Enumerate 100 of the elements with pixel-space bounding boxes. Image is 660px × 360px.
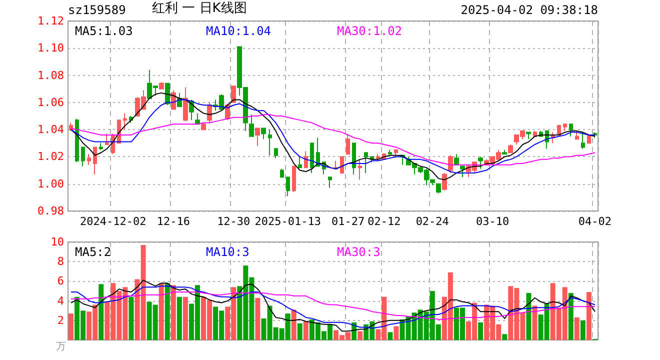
bar xyxy=(176,296,182,340)
candlestick xyxy=(261,128,266,140)
candlestick xyxy=(448,154,453,174)
x-tick-label: 12-16 xyxy=(156,215,190,228)
bar xyxy=(568,292,574,340)
text: MA30:3 xyxy=(337,245,380,259)
candlestick xyxy=(255,128,260,146)
bar xyxy=(68,314,74,340)
candlestick xyxy=(105,133,109,145)
text: MA10:1.04 xyxy=(206,24,272,38)
y-axis-title: 万 xyxy=(56,342,66,352)
bar xyxy=(170,285,176,340)
y-tick-label: 1.06 xyxy=(38,96,64,109)
candlestick xyxy=(75,118,79,163)
candlestick xyxy=(581,132,585,150)
candlestick xyxy=(436,183,441,194)
text: MA5:1.03 xyxy=(75,24,133,38)
bar xyxy=(128,296,134,340)
candlestick xyxy=(454,154,459,166)
text: MA5:2 xyxy=(75,245,112,259)
y-tick-label: 0.98 xyxy=(38,204,64,218)
line-series xyxy=(70,92,596,180)
x-tick-label: 12-30 xyxy=(217,215,250,228)
text: MA30:1.02 xyxy=(337,24,402,38)
y-tick-label: 8 xyxy=(57,255,64,268)
candlestick xyxy=(388,149,392,154)
y-tick-label: 6 xyxy=(57,274,64,288)
bar xyxy=(182,296,188,340)
candlestick xyxy=(346,134,350,154)
line-series xyxy=(70,286,596,329)
y-tick-label: 1.08 xyxy=(38,68,64,82)
y-tick-label: 1.12 xyxy=(38,14,64,28)
candlestick xyxy=(286,176,290,197)
candlestick xyxy=(183,87,188,122)
candlestick xyxy=(563,124,567,132)
bar xyxy=(586,292,592,340)
x-tick-label: 02-12 xyxy=(368,215,401,228)
candlestick xyxy=(394,149,398,158)
candlestick xyxy=(99,142,103,150)
bar xyxy=(297,323,302,340)
candlestick xyxy=(593,132,597,138)
x-tick-label: 2025-01-13 xyxy=(254,215,321,228)
candlestick xyxy=(575,130,579,140)
candlestick xyxy=(508,144,513,154)
candlestick xyxy=(292,166,296,192)
candlestick xyxy=(93,146,97,175)
y-tick-label: 1.04 xyxy=(38,123,64,136)
candlestick xyxy=(310,142,314,174)
candlestick xyxy=(268,129,272,156)
bar xyxy=(502,334,508,340)
candlestick xyxy=(280,168,284,178)
candlestick xyxy=(123,112,127,130)
candlestick xyxy=(304,150,308,168)
candlestick xyxy=(376,154,380,162)
candlestick xyxy=(328,176,332,188)
candlestick xyxy=(195,112,200,125)
chart-subtitle: sz159589 xyxy=(68,3,126,17)
candlestick xyxy=(587,134,591,144)
candlestick xyxy=(502,149,507,154)
candlestick xyxy=(231,86,236,103)
candlestick xyxy=(557,125,561,136)
y-tick-label: 2 xyxy=(57,314,64,327)
line-series xyxy=(70,291,596,320)
bar xyxy=(291,310,296,340)
candlestick xyxy=(442,172,447,192)
bar xyxy=(532,306,538,340)
x-tick-label: 04-02 xyxy=(578,215,612,228)
x-tick-label: 02-24 xyxy=(416,215,450,228)
candlestick xyxy=(87,154,91,166)
y-tick-label: 1.10 xyxy=(38,42,64,55)
bar xyxy=(164,283,170,340)
bar xyxy=(158,283,164,340)
bar xyxy=(98,284,104,340)
candlestick xyxy=(460,166,465,178)
y-tick-label: 1.00 xyxy=(38,177,64,190)
line-series xyxy=(70,99,596,174)
text: 2025-04-02 09:38:18 xyxy=(460,3,598,17)
x-tick-label: 2024-12-02 xyxy=(80,215,146,228)
candlestick xyxy=(478,156,483,170)
candlestick xyxy=(249,114,254,137)
bar xyxy=(574,317,580,340)
bar xyxy=(303,321,308,340)
y-tick-label: 1.02 xyxy=(38,150,64,164)
chart-title: 红利 一 日K线图 xyxy=(152,1,247,16)
bar xyxy=(394,326,399,340)
y-tick-label: 4 xyxy=(57,294,64,308)
candlestick xyxy=(364,152,368,174)
bar xyxy=(358,331,363,340)
candlestick xyxy=(340,156,344,174)
candlestick xyxy=(201,122,206,130)
bar xyxy=(580,320,586,340)
line-series xyxy=(70,280,596,332)
bar xyxy=(526,292,532,340)
candlestick xyxy=(159,82,164,90)
x-tick-label: 03-10 xyxy=(476,215,510,228)
candlestick xyxy=(358,158,362,180)
line-series xyxy=(70,114,596,166)
candlestick xyxy=(274,148,278,159)
x-tick-label: 01-27 xyxy=(331,215,365,228)
candlestick xyxy=(81,146,85,167)
